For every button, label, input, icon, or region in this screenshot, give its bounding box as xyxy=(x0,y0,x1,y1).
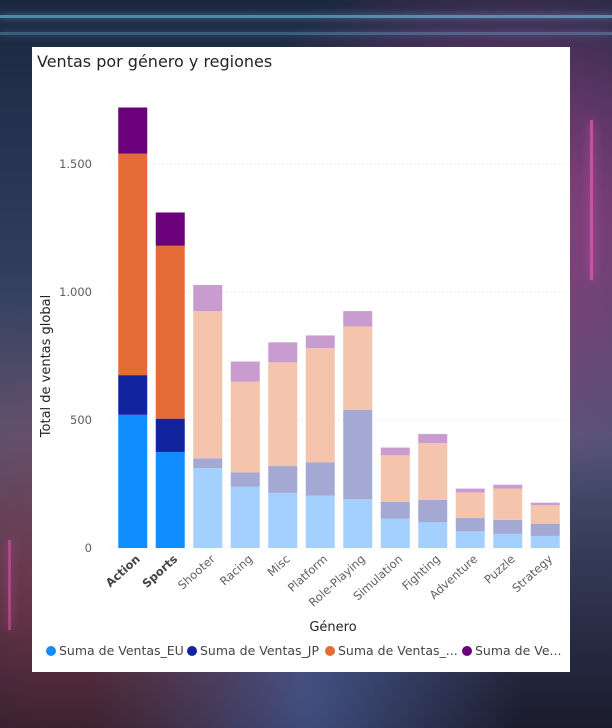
legend-dot-icon xyxy=(325,646,335,656)
legend-dot-icon xyxy=(187,646,197,656)
bar-puzzle-series-2[interactable] xyxy=(493,519,523,534)
bar-fighting-series-4[interactable] xyxy=(418,434,448,443)
bar-action-series-2[interactable] xyxy=(118,375,148,415)
bar-shooter-series-3[interactable] xyxy=(193,311,223,459)
bar-action-series-1[interactable] xyxy=(118,414,148,548)
y-tick-label: 1.500 xyxy=(59,157,92,171)
bar-puzzle-series-1[interactable] xyxy=(493,533,523,548)
y-axis-title: Total de ventas global xyxy=(39,295,54,438)
chart-card: 0 500 1.000 1.500 Action Sports Shooter Racing… xyxy=(32,47,570,672)
x-tick-label: Shooter xyxy=(175,552,218,593)
bar-strategy-series-2[interactable] xyxy=(530,523,560,536)
legend-label: Suma de Ventas_... xyxy=(338,643,458,658)
bar-strategy-series-3[interactable] xyxy=(530,505,560,524)
bar-simulation-series-4[interactable] xyxy=(380,447,410,456)
x-tick-label: Action xyxy=(103,552,143,590)
y-tick-label: 500 xyxy=(70,413,92,427)
bar-racing-series-4[interactable] xyxy=(230,361,260,382)
bar-role-playing-series-4[interactable] xyxy=(343,311,373,327)
bar-role-playing-series-1[interactable] xyxy=(343,499,373,548)
bar-puzzle-series-4[interactable] xyxy=(493,484,523,489)
bars xyxy=(118,107,560,548)
legend-item[interactable]: Suma de Ventas_... xyxy=(325,643,458,658)
bar-platform-series-3[interactable] xyxy=(305,348,335,463)
bar-simulation-series-3[interactable] xyxy=(380,455,410,502)
bar-sports-series-3[interactable] xyxy=(155,245,185,419)
y-tick-label: 0 xyxy=(85,541,92,555)
bar-fighting-series-1[interactable] xyxy=(418,522,448,548)
bar-strategy-series-4[interactable] xyxy=(530,502,560,506)
legend-label: Suma de Ventas_EU xyxy=(59,643,184,658)
bar-strategy-series-1[interactable] xyxy=(530,535,560,548)
bar-action-series-3[interactable] xyxy=(118,153,148,376)
x-axis-title: Género xyxy=(309,620,356,635)
bar-shooter-series-4[interactable] xyxy=(193,284,223,312)
legend-dot-icon xyxy=(46,646,56,656)
bar-fighting-series-2[interactable] xyxy=(418,499,448,523)
legend-dot-icon xyxy=(462,646,472,656)
x-tick-label: Racing xyxy=(217,552,255,588)
bar-platform-series-4[interactable] xyxy=(305,335,335,349)
bar-action-series-4[interactable] xyxy=(118,107,148,154)
bar-adventure-series-3[interactable] xyxy=(455,492,485,519)
bar-sports-series-2[interactable] xyxy=(155,418,185,452)
x-tick-label: Sports xyxy=(139,552,180,591)
bar-shooter-series-1[interactable] xyxy=(193,468,223,548)
y-axis-ticks: 0 500 1.000 1.500 xyxy=(59,157,92,555)
bar-platform-series-1[interactable] xyxy=(305,495,335,548)
legend: Suma de Ventas_EU Suma de Ventas_JP Suma d… xyxy=(32,643,570,663)
x-tick-label: Misc xyxy=(264,552,292,579)
legend-label: Suma de Ve... xyxy=(475,643,562,658)
bar-misc-series-4[interactable] xyxy=(268,342,298,363)
y-tick-label: 1.000 xyxy=(59,285,92,299)
bar-sports-series-1[interactable] xyxy=(155,451,185,548)
legend-item[interactable]: Suma de Ventas_JP xyxy=(187,643,319,658)
bar-simulation-series-2[interactable] xyxy=(380,501,410,519)
legend-label: Suma de Ventas_JP xyxy=(200,643,320,658)
bar-adventure-series-2[interactable] xyxy=(455,518,485,532)
bar-role-playing-series-3[interactable] xyxy=(343,326,373,410)
bar-misc-series-2[interactable] xyxy=(268,466,298,493)
bar-adventure-series-4[interactable] xyxy=(455,488,485,493)
bar-sports-series-4[interactable] xyxy=(155,212,185,246)
legend-item[interactable]: Suma de Ventas_EU xyxy=(46,643,184,658)
bar-racing-series-1[interactable] xyxy=(230,486,260,548)
bar-platform-series-2[interactable] xyxy=(305,462,335,496)
bar-racing-series-2[interactable] xyxy=(230,472,260,487)
bar-role-playing-series-2[interactable] xyxy=(343,409,373,500)
bar-racing-series-3[interactable] xyxy=(230,381,260,473)
bar-puzzle-series-3[interactable] xyxy=(493,488,523,520)
chart-title: Ventas por género y regiones xyxy=(37,52,273,71)
bar-adventure-series-1[interactable] xyxy=(455,531,485,548)
bar-shooter-series-2[interactable] xyxy=(193,458,223,469)
bar-misc-series-1[interactable] xyxy=(268,492,298,548)
bar-simulation-series-1[interactable] xyxy=(380,518,410,548)
bar-misc-series-3[interactable] xyxy=(268,362,298,467)
bar-fighting-series-3[interactable] xyxy=(418,442,448,500)
x-tick-label: Strategy xyxy=(509,552,555,596)
legend-item[interactable]: Suma de Ve... xyxy=(462,643,561,658)
